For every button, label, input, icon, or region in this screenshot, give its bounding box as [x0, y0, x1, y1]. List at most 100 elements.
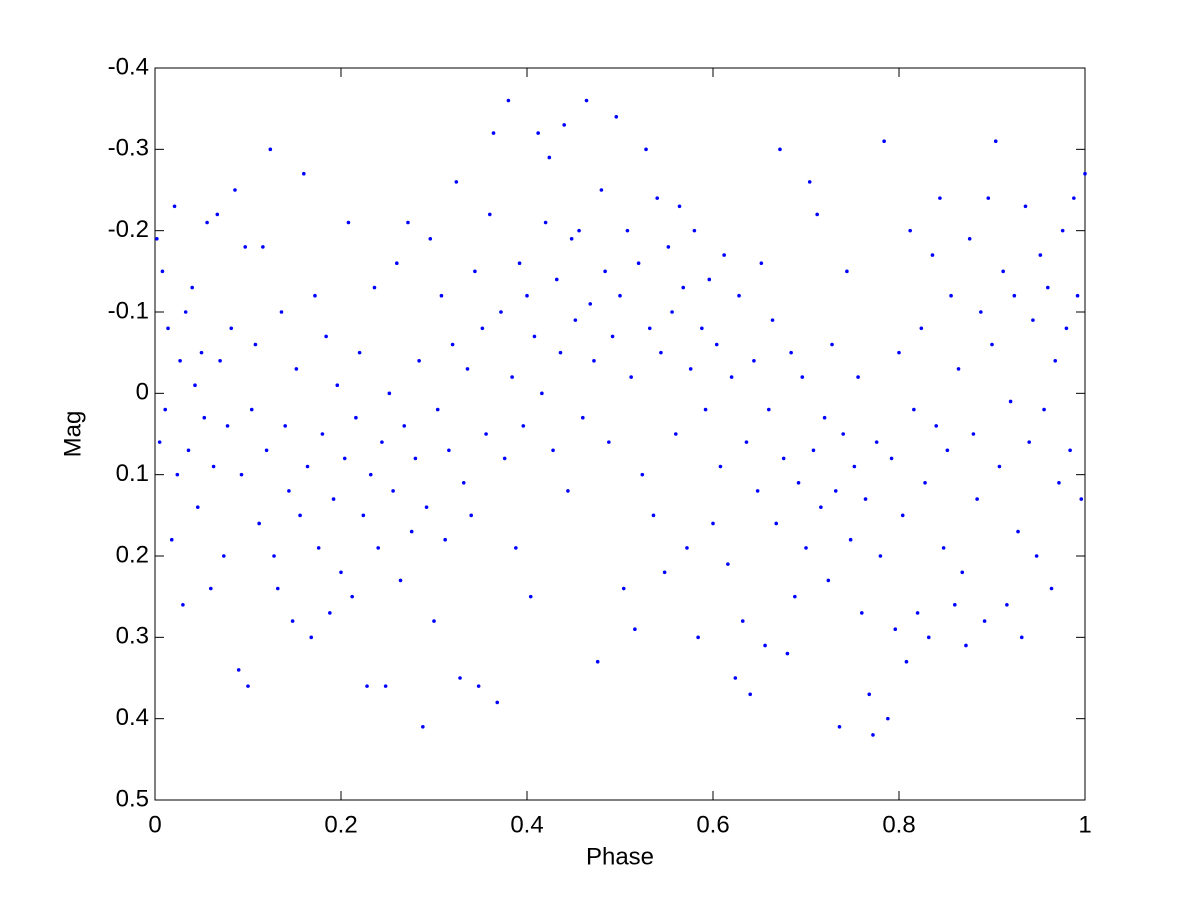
point [573, 318, 578, 322]
x-tick-label: 0.8 [882, 811, 915, 838]
point [450, 342, 455, 347]
point [488, 212, 492, 217]
point [346, 220, 351, 225]
point [692, 228, 697, 233]
point [599, 188, 604, 192]
point [714, 342, 719, 347]
point [934, 424, 938, 428]
point [841, 432, 845, 436]
point [960, 570, 965, 575]
point [491, 131, 496, 135]
point [979, 310, 983, 314]
point [562, 123, 566, 127]
point [1057, 481, 1061, 485]
point [740, 619, 745, 623]
x-axis-label: Phase [586, 843, 654, 870]
point [886, 716, 890, 721]
point [748, 692, 752, 697]
point [264, 448, 269, 453]
point [1023, 204, 1028, 209]
point [1008, 399, 1013, 404]
point [822, 415, 827, 420]
point [514, 546, 518, 550]
point [506, 98, 511, 103]
point [354, 415, 358, 420]
point [893, 627, 898, 631]
point [163, 407, 168, 412]
point [912, 407, 916, 412]
point [443, 537, 447, 542]
point [807, 180, 812, 184]
x-tick-label: 1 [1078, 811, 1091, 838]
point [577, 228, 581, 233]
point [342, 456, 347, 461]
point [755, 489, 760, 493]
point [1075, 293, 1080, 298]
point [993, 139, 998, 143]
point [313, 293, 317, 298]
point [309, 635, 314, 640]
point [592, 359, 596, 363]
point [233, 188, 237, 192]
point [428, 237, 433, 241]
point [729, 375, 734, 379]
point [1016, 529, 1020, 534]
point [908, 228, 912, 233]
point [1053, 359, 1058, 363]
point [376, 546, 381, 550]
point [202, 415, 207, 420]
y-tick-label: -0.4 [108, 53, 149, 80]
point [218, 359, 222, 363]
point [711, 521, 715, 526]
point [272, 554, 276, 558]
point [473, 269, 477, 274]
point [283, 424, 288, 428]
point [406, 220, 410, 225]
point [588, 302, 593, 306]
point [225, 424, 230, 428]
point [811, 448, 816, 453]
point [1042, 407, 1046, 412]
point [856, 375, 860, 379]
point [621, 586, 626, 591]
point [930, 253, 935, 257]
y-tick-label: 0.4 [116, 704, 149, 731]
point [199, 350, 204, 355]
point [633, 627, 637, 631]
y-tick-label: 0 [136, 379, 149, 406]
point [640, 472, 645, 477]
point [195, 505, 200, 510]
point [1038, 253, 1043, 257]
point [949, 293, 953, 298]
point [915, 611, 920, 615]
point [986, 196, 991, 200]
point [536, 131, 540, 135]
point [335, 383, 340, 388]
point [439, 293, 444, 298]
point [655, 196, 659, 200]
point [975, 497, 979, 501]
point [391, 489, 395, 493]
point [328, 611, 332, 615]
point [172, 204, 177, 209]
point [402, 424, 407, 428]
point [566, 489, 570, 493]
point [647, 326, 652, 331]
y-tick-label: 0.3 [116, 623, 149, 650]
point [763, 643, 767, 648]
point [614, 115, 619, 119]
point [569, 237, 574, 241]
point [603, 269, 607, 274]
point [685, 546, 689, 550]
point [767, 407, 771, 412]
point [395, 261, 399, 266]
point [1083, 171, 1087, 176]
y-tick-label: 0.2 [116, 541, 149, 568]
point [644, 147, 648, 152]
point [551, 448, 555, 453]
point [380, 440, 384, 444]
point [863, 497, 868, 501]
point [971, 432, 976, 436]
point [703, 407, 708, 412]
point [480, 326, 485, 331]
